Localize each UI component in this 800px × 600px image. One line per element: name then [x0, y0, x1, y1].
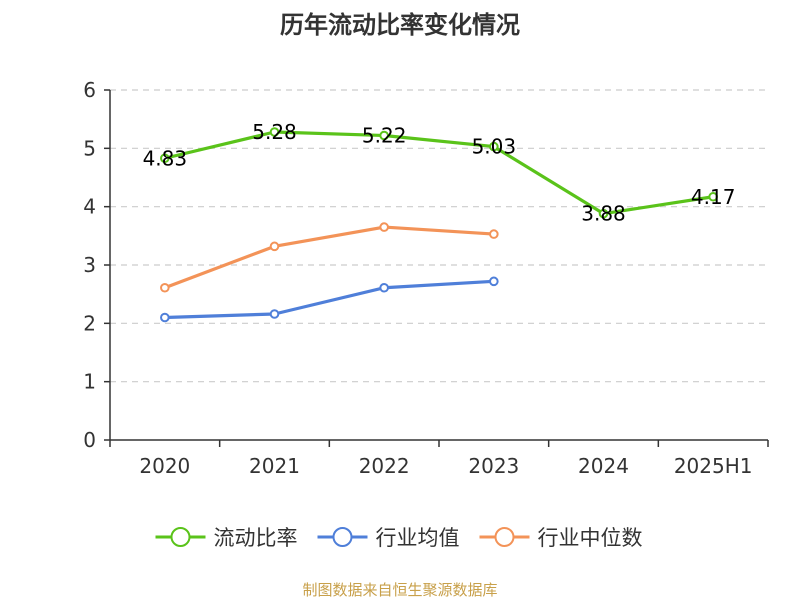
x-tick-label: 2021 — [249, 454, 300, 478]
series-line-2 — [163, 225, 496, 290]
series-point — [160, 312, 170, 323]
legend: 流动比率 行业均值 行业中位数 — [155, 526, 643, 550]
y-tick-label: 4 — [83, 195, 96, 219]
chart-title: 历年流动比率变化情况 — [280, 11, 520, 39]
legend-marker-icon — [332, 527, 353, 547]
y-tick-label: 3 — [83, 253, 96, 277]
legend-label: 行业中位数 — [538, 526, 643, 550]
data-label: 5.03 — [472, 135, 517, 159]
legend-marker-icon — [494, 527, 515, 547]
series-point — [160, 153, 170, 164]
data-labels: 4.83 5.28 5.22 5.03 3.88 4.17 — [143, 120, 736, 226]
legend-label: 行业均值 — [376, 526, 460, 550]
legend-label: 流动比率 — [214, 526, 298, 550]
data-label: 3.88 — [581, 202, 626, 226]
series-point — [489, 229, 499, 239]
series-point — [269, 241, 280, 252]
legend-item: 流动比率 — [155, 526, 298, 550]
y-tick-label: 5 — [83, 136, 96, 160]
series-point — [489, 141, 499, 152]
data-label: 4.17 — [691, 185, 736, 209]
series-point — [160, 282, 170, 293]
legend-item: 行业均值 — [317, 526, 460, 550]
axes: 0 1 2 3 4 5 6 2020 2021 2022 2023 2024 2025H1 — [83, 78, 769, 478]
x-tick-label: 2020 — [139, 454, 190, 478]
x-tick-label: 2023 — [468, 454, 519, 478]
series-point — [269, 309, 280, 319]
series-point — [489, 276, 499, 287]
grid-lines — [110, 89, 768, 383]
y-tick-label: 0 — [83, 428, 96, 452]
data-label: 5.28 — [252, 120, 297, 144]
series-layer — [160, 127, 718, 323]
x-tick-label: 2022 — [359, 454, 410, 478]
series-line-0 — [163, 130, 715, 216]
legend-item: 行业中位数 — [479, 526, 643, 550]
y-tick-label: 6 — [83, 78, 96, 102]
y-tick-label: 2 — [83, 311, 96, 335]
x-tick-label: 2025H1 — [674, 454, 753, 478]
series-point — [269, 127, 280, 137]
legend-marker-icon — [170, 527, 191, 547]
series-point — [379, 130, 389, 141]
series-point — [598, 208, 609, 219]
series-line-1 — [163, 279, 496, 320]
series-point — [379, 282, 389, 293]
series-point — [379, 222, 389, 232]
data-label: 4.83 — [143, 146, 188, 170]
x-tick-label: 2024 — [578, 454, 629, 478]
data-label: 5.22 — [362, 124, 407, 148]
y-tick-label: 1 — [83, 370, 96, 394]
source-note: 制图数据来自恒生聚源数据库 — [302, 581, 497, 599]
series-point — [708, 191, 718, 202]
